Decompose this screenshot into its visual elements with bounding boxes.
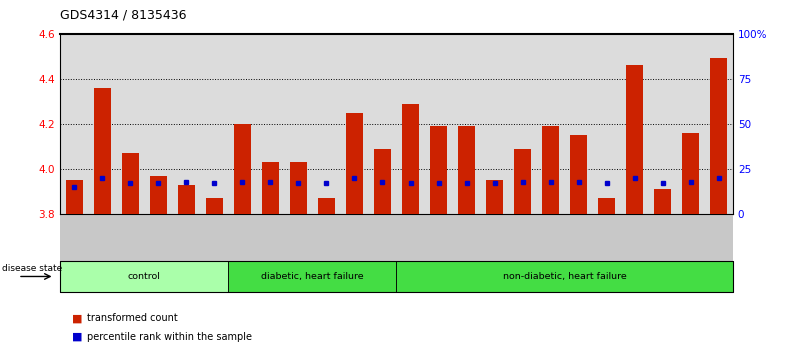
Text: control: control (127, 272, 161, 281)
Bar (262, 162, 279, 214)
Bar (598, 198, 615, 214)
Bar (570, 135, 587, 214)
Bar (402, 104, 419, 214)
Bar (178, 185, 195, 214)
Bar (66, 180, 83, 214)
Bar (682, 133, 699, 214)
Bar (374, 149, 391, 214)
Bar (626, 65, 643, 214)
Bar (654, 189, 671, 214)
Text: ■: ■ (72, 313, 83, 323)
Text: non-diabetic, heart failure: non-diabetic, heart failure (503, 272, 626, 281)
Bar (318, 198, 335, 214)
Bar (234, 124, 251, 214)
Text: transformed count: transformed count (87, 313, 177, 323)
Bar (346, 113, 363, 214)
Bar (60, 214, 733, 290)
Text: ■: ■ (72, 332, 83, 342)
Bar (458, 126, 475, 214)
Bar (94, 88, 111, 214)
Bar (290, 162, 307, 214)
Bar (430, 126, 447, 214)
Bar (710, 58, 727, 214)
Text: diabetic, heart failure: diabetic, heart failure (261, 272, 364, 281)
Bar (122, 153, 139, 214)
Bar (486, 180, 503, 214)
Text: disease state: disease state (2, 264, 62, 273)
Bar (206, 198, 223, 214)
Bar (150, 176, 167, 214)
Text: GDS4314 / 8135436: GDS4314 / 8135436 (60, 9, 187, 22)
Text: percentile rank within the sample: percentile rank within the sample (87, 332, 252, 342)
Bar (514, 149, 531, 214)
Bar (542, 126, 559, 214)
